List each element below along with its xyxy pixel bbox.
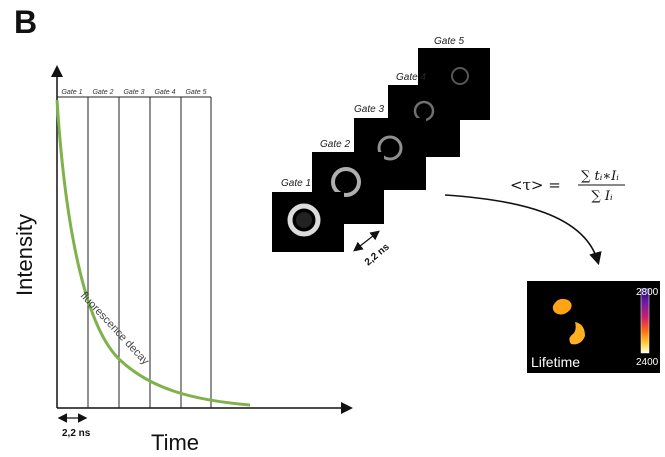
formula-denominator: ∑ Iᵢ bbox=[591, 189, 613, 204]
scale-max-label: 2800 bbox=[636, 287, 659, 298]
stack-step-indicator: 2,2 ns bbox=[353, 230, 392, 268]
gate-label-top: Gate 2 bbox=[92, 89, 113, 96]
formula-numerator: ∑ tᵢ∗Iᵢ bbox=[581, 169, 619, 184]
gate-width-label: 2,2 ns bbox=[62, 428, 91, 439]
scale-min-label: 2400 bbox=[636, 357, 659, 368]
lifetime-label: Lifetime bbox=[531, 354, 580, 370]
curved-arrow bbox=[444, 194, 602, 266]
gate-image-label: Gate 3 bbox=[354, 104, 384, 115]
y-axis-label: Intensity bbox=[12, 214, 37, 296]
stack-step-arrow bbox=[353, 230, 380, 252]
lifetime-scale-bar bbox=[640, 288, 650, 354]
plot-axes bbox=[51, 65, 353, 414]
lifetime-blob-top bbox=[552, 298, 572, 315]
gate-label-top: Gate 1 bbox=[61, 89, 82, 96]
gate-label-top: Gate 3 bbox=[123, 89, 144, 96]
gate-image-label: Gate 2 bbox=[320, 139, 350, 150]
gate-image-1: Gate 1 bbox=[272, 178, 344, 252]
gate-image-label: Gate 4 bbox=[396, 72, 426, 83]
stack-step-label: 2,2 ns bbox=[363, 241, 392, 268]
lifetime-blob-bottom bbox=[569, 322, 585, 345]
gate-image-label: Gate 5 bbox=[434, 36, 464, 47]
x-axis-label: Time bbox=[151, 430, 199, 455]
lifetime-map: 2800 2400 Lifetime bbox=[527, 281, 660, 373]
lifetime-formula: <τ> = ∑ tᵢ∗Iᵢ ∑ Iᵢ bbox=[510, 169, 625, 204]
gate-image-stack: Gate 5 Gate 4 Gate 3 Gate 2 Gate 1 bbox=[272, 36, 490, 252]
lifetime-map-background bbox=[527, 281, 660, 373]
gate-width-indicator: 2,2 ns bbox=[57, 413, 91, 439]
gate-image-label: Gate 1 bbox=[281, 178, 311, 189]
gate-windows: Gate 1 Gate 2 Gate 3 Gate 4 Gate 5 bbox=[57, 89, 212, 408]
panel-label: B bbox=[14, 4, 38, 40]
gate-label-top: Gate 4 bbox=[154, 89, 175, 96]
gate-label-top: Gate 5 bbox=[185, 89, 206, 96]
decay-curve bbox=[55, 99, 251, 407]
formula-lhs: <τ> = bbox=[510, 176, 561, 194]
